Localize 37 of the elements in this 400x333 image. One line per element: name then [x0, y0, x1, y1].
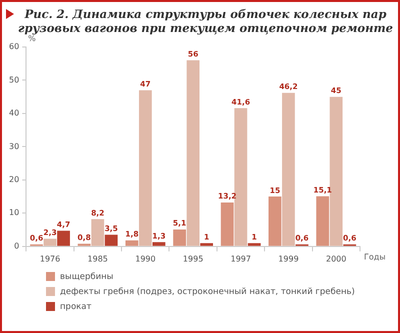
legend-label: выщербины — [60, 272, 114, 282]
x-tick-label: 1999 — [278, 254, 299, 264]
y-tick-label: 30 — [8, 142, 20, 151]
bar — [282, 92, 295, 246]
bar — [152, 242, 166, 246]
bar — [173, 229, 186, 246]
bar — [316, 196, 330, 246]
y-tick-label: 60 — [8, 42, 20, 52]
legend-label: дефекты гребня (подрез, остроконечный накат, тонкий гребень) — [60, 286, 355, 296]
bar — [57, 230, 70, 246]
bar — [330, 96, 343, 246]
x-tick-label: 1976 — [40, 254, 60, 264]
x-tick-label: 2000 — [326, 254, 346, 264]
bar — [200, 243, 214, 246]
bar — [268, 196, 282, 246]
chart-title: Рис. 2. Динамика структуры обточек колесных пар грузовых вагонов при текущем отцепочном ремонте — [17, 7, 394, 35]
bar — [138, 90, 152, 246]
y-tick-label: 10 — [8, 208, 20, 218]
x-tick-label: 1995 — [182, 254, 204, 264]
x-tick-label: 1997 — [230, 254, 251, 264]
y-tick-label: 0 — [14, 241, 20, 250]
bar — [91, 219, 104, 246]
bar — [104, 234, 118, 246]
y-tick-label: 20 — [8, 175, 20, 184]
y-tick-label: 50 — [8, 75, 20, 84]
bar — [248, 243, 261, 246]
y-axis-title: % — [28, 34, 36, 44]
bar — [44, 238, 56, 246]
bar — [125, 240, 138, 246]
legend-label: прокат — [60, 302, 92, 312]
bar — [186, 60, 200, 246]
bar — [220, 202, 234, 246]
bar — [234, 108, 248, 246]
x-tick-label: 1990 — [135, 254, 156, 264]
x-axis-title: Годы — [364, 252, 386, 262]
x-tick-label: 1985 — [88, 254, 108, 264]
y-tick-label: 40 — [8, 108, 20, 118]
